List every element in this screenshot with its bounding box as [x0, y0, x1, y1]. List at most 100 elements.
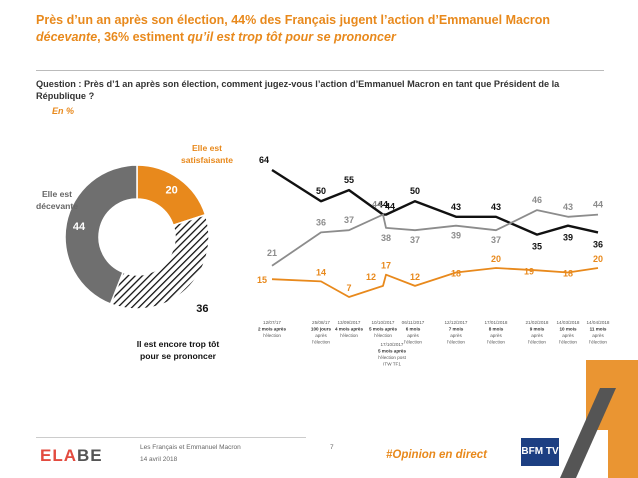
- x-tick-9-line-2: 9 mois: [530, 327, 545, 332]
- title-divider: [36, 70, 604, 71]
- x-tick-6-line-1: 06/11/2017: [402, 320, 425, 325]
- donut-label-1-line-1: Elle est: [192, 143, 222, 153]
- series-3-value-1: 15: [257, 275, 267, 285]
- donut-value-bg: [191, 300, 214, 317]
- x-tick-11-line-1: 14/04/2018: [587, 320, 610, 325]
- x-tick-4-line-2: 5 mois après: [369, 327, 398, 332]
- x-tick-1-line-3: l’élection: [263, 333, 281, 338]
- series-1-value-2: 50: [316, 186, 326, 196]
- x-tick-10-line-3: après: [562, 333, 574, 338]
- donut-label-2-line-1: Il est encore trop tôt: [137, 339, 220, 349]
- x-tick-7-line-4: l’élection: [447, 340, 465, 345]
- series-2-value-2: 36: [316, 217, 326, 227]
- series-3-value-7: 18: [451, 268, 461, 278]
- x-tick-2-line-2: 100 jours: [311, 327, 332, 332]
- series-1-value-5: 44: [385, 202, 395, 212]
- series-3-value-8: 20: [491, 254, 501, 264]
- x-tick-2-line-3: après: [315, 333, 327, 338]
- hashtag: #Opinion en direct: [386, 449, 487, 461]
- series-2-value-7: 39: [451, 231, 461, 241]
- page-number: 7: [330, 444, 334, 451]
- x-tick-7-line-3: après: [450, 333, 462, 338]
- series-2-value-10: 43: [563, 202, 573, 212]
- x-tick-3-line-2: 4 mois après: [335, 327, 364, 332]
- x-tick-8-line-2: 8 mois: [489, 327, 504, 332]
- x-tick-7-line-2: 7 mois: [449, 327, 464, 332]
- series-2-value-9: 46: [532, 195, 542, 205]
- x-tick-8-line-1: 17/01/2018: [485, 320, 508, 325]
- donut-value-3: 44: [73, 221, 86, 233]
- bfmtv-logo: BFM TV: [521, 438, 559, 466]
- series-3-value-10: 18: [563, 268, 573, 278]
- series-3-value-5: 17: [381, 261, 391, 271]
- series-2-line: [271, 209, 599, 267]
- donut-chart: 20 36 44 Elle est satisfaisante Il est encore…: [36, 143, 233, 361]
- x-tick-4-line-3: l’élection: [374, 333, 392, 338]
- series-1-value-4: 44: [378, 200, 388, 210]
- donut-label-3-line-1: Elle est: [42, 189, 72, 199]
- x-tick-1-line-1: 12/07/17: [263, 320, 281, 325]
- series-3-value-11: 20: [593, 254, 603, 264]
- series-3-value-2: 14: [316, 267, 326, 277]
- x-tick-10-line-1: 14/03/2018: [557, 320, 580, 325]
- x-tick-9-line-1: 21/02/2018: [526, 320, 549, 325]
- unit-label: En %: [52, 106, 75, 116]
- x-tick-11-line-2: 11 mois: [590, 327, 607, 332]
- donut-label-2-line-2: pour se prononcer: [140, 351, 217, 361]
- series-2-value-3: 37: [344, 215, 354, 225]
- donut-slice-3: [64, 164, 138, 305]
- page-title: Près d’un an après son élection, 44% des…: [36, 12, 596, 46]
- series-3-value-9: 19: [524, 266, 534, 276]
- footer-date: 14 avril 2018: [140, 456, 178, 463]
- x-tick-2-line-1: 25/08/17: [312, 320, 330, 325]
- series-2-value-11: 44: [593, 200, 603, 210]
- x-tick-9-line-4: l’élection: [528, 340, 546, 345]
- x-tick-9-line-3: après: [531, 333, 543, 338]
- x-tick-2-line-4: l’élection: [312, 340, 330, 345]
- series-2-value-6: 37: [410, 235, 420, 245]
- logo-part-b: BE: [77, 446, 103, 465]
- series-1-line: [271, 168, 599, 236]
- x-tick-3-line-3: l’élection: [340, 333, 358, 338]
- series-1-value-6: 50: [410, 186, 420, 196]
- footer-divider: [36, 437, 306, 438]
- x-tick-6-line-2: 6 mois: [406, 327, 421, 332]
- x-tick-10-line-4: l’élection: [559, 340, 577, 345]
- donut-value-1: 20: [166, 184, 178, 196]
- series-2-value-5: 38: [381, 233, 391, 243]
- elabe-logo: ELABE: [40, 446, 103, 466]
- series-3-value-6: 12: [410, 272, 420, 282]
- series-1-value-7: 43: [451, 202, 461, 212]
- donut-label-3-line-2: décevante: [36, 201, 78, 211]
- logo-part-a: ELA: [40, 446, 77, 465]
- series-1-value-11: 36: [593, 239, 603, 249]
- donut-slice-2: [109, 213, 210, 310]
- x-tick-5-line-2: 5 mois après: [378, 349, 407, 354]
- series-2-value-8: 37: [491, 235, 501, 245]
- footer-study-title: Les Français et Emmanuel Macron: [140, 444, 241, 451]
- question-text: Question : Près d’1 an après son électio…: [36, 79, 560, 101]
- series-2-value-1: 21: [267, 248, 277, 258]
- x-tick-11-line-4: l’élection: [589, 340, 607, 345]
- x-tick-1-line-2: 2 mois après: [258, 327, 287, 332]
- series-1-value-1: 64: [259, 155, 269, 165]
- x-tick-6-line-4: l’élection: [404, 340, 422, 345]
- x-tick-6-line-3: après: [407, 333, 419, 338]
- series-3-value-3: 7: [346, 283, 351, 293]
- title-part4: qu’il est trop tôt pour se prononcer: [187, 30, 396, 44]
- series-2-value-4: 44: [372, 200, 382, 210]
- x-tick-5-line-4: ITW TF1: [383, 362, 401, 367]
- x-tick-10-line-2: 10 mois: [559, 327, 577, 332]
- x-tick-8-line-3: après: [490, 333, 502, 338]
- x-tick-5-line-1: 17/10/2017: [381, 342, 404, 347]
- series-1-value-8: 43: [491, 202, 501, 212]
- series-3-line: [271, 267, 599, 298]
- series-1-value-3: 55: [344, 175, 354, 185]
- donut-label-1-line-2: satisfaisante: [181, 155, 233, 165]
- x-tick-8-line-4: l’élection: [487, 340, 505, 345]
- x-tick-3-line-1: 13/09/2017: [338, 320, 361, 325]
- x-tick-7-line-1: 12/12/2017: [445, 320, 468, 325]
- title-part3: , 36% estiment: [97, 30, 184, 44]
